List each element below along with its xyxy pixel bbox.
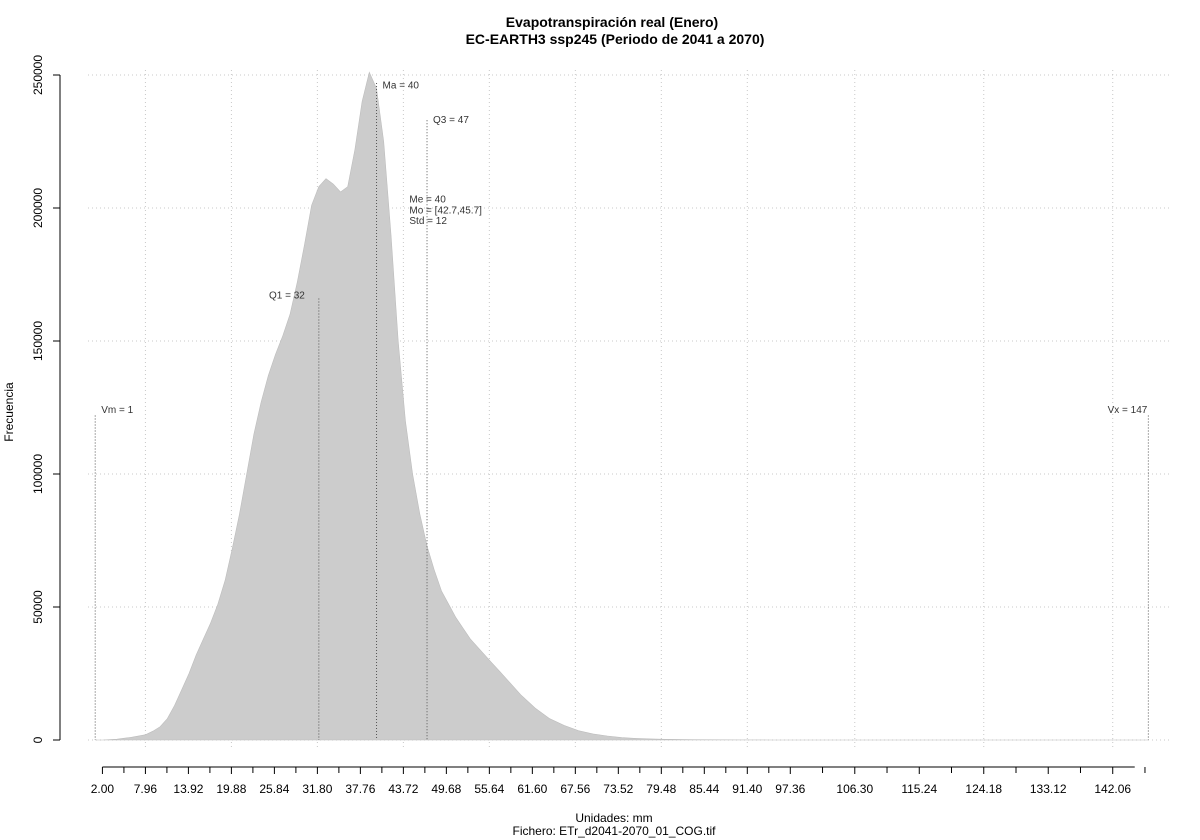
marker-label: Vx = 147 (1108, 405, 1148, 416)
x-tick-label: 97.36 (775, 782, 805, 796)
x-axis-label: Unidades: mm (575, 811, 652, 825)
x-tick-label: 124.18 (965, 782, 1002, 796)
y-tick-label: 150000 (31, 321, 45, 361)
x-tick-label: 115.24 (901, 782, 937, 796)
x-tick-label: 61.60 (517, 782, 547, 796)
y-tick-label: 0 (31, 736, 45, 743)
x-tick-label: 37.76 (345, 782, 375, 796)
x-tick-label: 43.72 (388, 782, 418, 796)
x-tick-label: 2.00 (91, 782, 115, 796)
marker-layer: Vm = 1 Q1 = 32 Ma = 40 Q3 = 47 Vx = 147 Me = … (94, 80, 1149, 740)
x-tick-label: 67.56 (560, 782, 590, 796)
marker-label: Q3 = 47 (433, 115, 469, 126)
x-tick-label: 55.64 (474, 782, 504, 796)
x-tick-label: 49.68 (431, 782, 461, 796)
x-tick-label: 7.96 (134, 782, 158, 796)
x-tick-label: 91.40 (732, 782, 762, 796)
x-tick-label: 79.48 (646, 782, 676, 796)
x-tick-label: 13.92 (173, 782, 203, 796)
x-tick-label: 133.12 (1030, 782, 1067, 796)
stats-label: Me = 40 (409, 195, 446, 206)
marker-label: Q1 = 32 (269, 290, 305, 301)
chart-subtitle: EC-EARTH3 ssp245 (Periodo de 2041 a 2070… (466, 31, 765, 47)
x-tick-label: 142.06 (1094, 782, 1131, 796)
x-tick-label: 19.88 (216, 782, 246, 796)
y-axis-label: Frecuencia (2, 382, 16, 442)
x-tick-label: 85.44 (689, 782, 719, 796)
x-tick-label: 73.52 (603, 782, 633, 796)
y-tick-label: 100000 (31, 454, 45, 494)
x-tick-label: 31.80 (302, 782, 332, 796)
stats-label: Std = 12 (409, 216, 447, 227)
x-tick-label: 106.30 (836, 782, 873, 796)
chart-title: Evapotranspiración real (Enero) (506, 14, 718, 30)
stats-label: Mo = [42.7,45.7] (409, 205, 482, 216)
marker-label: Vm = 1 (101, 405, 133, 416)
footer-filename: Fichero: ETr_d2041-2070_01_COG.tif (513, 824, 717, 838)
x-tick-label: 25.84 (259, 782, 289, 796)
density-area (95, 71, 1149, 741)
y-tick-label: 200000 (31, 188, 45, 228)
area-layer (95, 71, 1149, 741)
y-tick-label: 50000 (31, 590, 45, 624)
axes: 0 50000 100000 150000 200000 250000 2.00 7.96 13… (31, 55, 1146, 796)
y-tick-label: 250000 (31, 55, 45, 95)
marker-label: Ma = 40 (383, 80, 420, 91)
